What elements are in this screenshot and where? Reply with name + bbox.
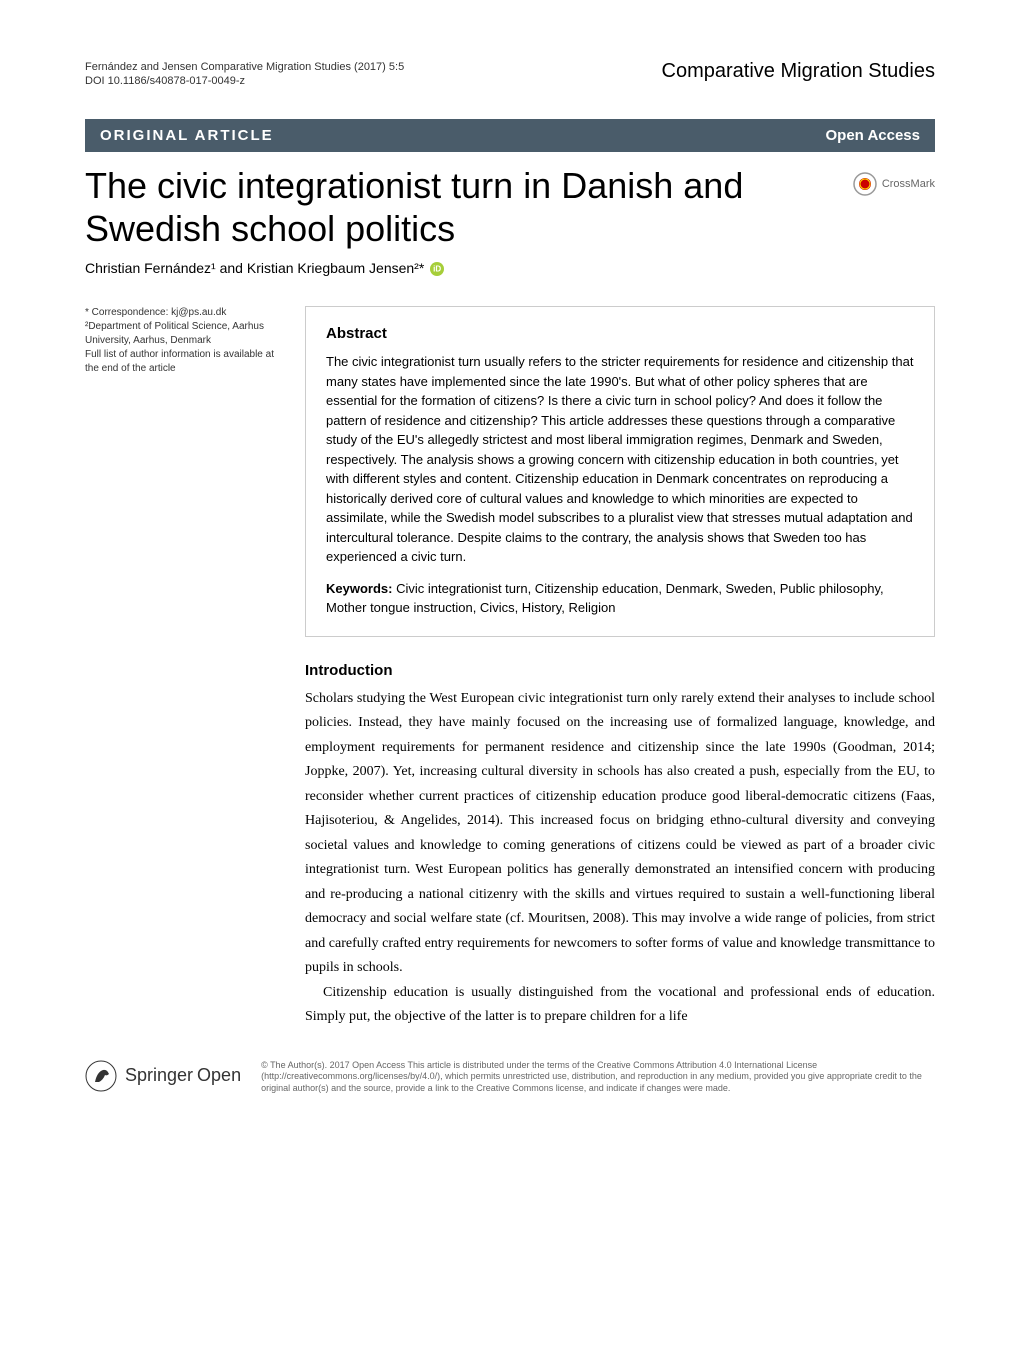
introduction-heading: Introduction: [305, 662, 935, 679]
introduction-body: Scholars studying the West European civi…: [305, 687, 935, 1030]
correspondence-block: * Correspondence: kj@ps.au.dk ²Departmen…: [85, 306, 280, 376]
crossmark-icon: [853, 172, 877, 196]
authors-line: Christian Fernández¹ and Kristian Kriegb…: [85, 260, 935, 276]
correspondence-email: * Correspondence: kj@ps.au.dk: [85, 306, 280, 320]
abstract-heading: Abstract: [326, 325, 914, 342]
citation-line-1: Fernández and Jensen Comparative Migrati…: [85, 60, 404, 74]
springer-open-text: Open: [197, 1065, 241, 1086]
open-access-label: Open Access: [826, 127, 921, 144]
orcid-icon[interactable]: [430, 262, 444, 276]
right-column: Abstract The civic integrationist turn u…: [305, 306, 935, 1030]
correspondence-affiliation: ²Department of Political Science, Aarhus…: [85, 320, 280, 348]
journal-name: Comparative Migration Studies: [662, 60, 935, 83]
license-text: © The Author(s). 2017 Open Access This a…: [261, 1060, 935, 1095]
article-title: The civic integrationist turn in Danish …: [85, 164, 853, 250]
citation-block: Fernández and Jensen Comparative Migrati…: [85, 60, 404, 89]
abstract-box: Abstract The civic integrationist turn u…: [305, 306, 935, 637]
keywords-label: Keywords:: [326, 581, 392, 596]
springer-logo: Springer Open: [85, 1060, 241, 1092]
intro-paragraph-1: Scholars studying the West European civi…: [305, 687, 935, 981]
citation-line-2: DOI 10.1186/s40878-017-0049-z: [85, 74, 404, 88]
article-type-bar: ORIGINAL ARTICLE Open Access: [85, 119, 935, 152]
crossmark-badge[interactable]: CrossMark: [853, 172, 935, 196]
header-row: Fernández and Jensen Comparative Migrati…: [85, 60, 935, 89]
correspondence-note: Full list of author information is avail…: [85, 348, 280, 376]
abstract-text: The civic integrationist turn usually re…: [326, 352, 914, 567]
article-type-label: ORIGINAL ARTICLE: [100, 127, 274, 144]
intro-paragraph-2: Citizenship education is usually disting…: [305, 981, 935, 1030]
keywords-text: Civic integrationist turn, Citizenship e…: [326, 581, 884, 616]
left-column: * Correspondence: kj@ps.au.dk ²Departmen…: [85, 306, 280, 1030]
title-row: The civic integrationist turn in Danish …: [85, 164, 935, 250]
two-column-layout: * Correspondence: kj@ps.au.dk ²Departmen…: [85, 306, 935, 1030]
page-footer: Springer Open © The Author(s). 2017 Open…: [85, 1060, 935, 1095]
crossmark-label: CrossMark: [882, 178, 935, 190]
authors-text: Christian Fernández¹ and Kristian Kriegb…: [85, 260, 424, 276]
springer-horse-icon: [85, 1060, 117, 1092]
springer-text: Springer: [125, 1065, 193, 1086]
keywords-line: Keywords: Civic integrationist turn, Cit…: [326, 579, 914, 618]
